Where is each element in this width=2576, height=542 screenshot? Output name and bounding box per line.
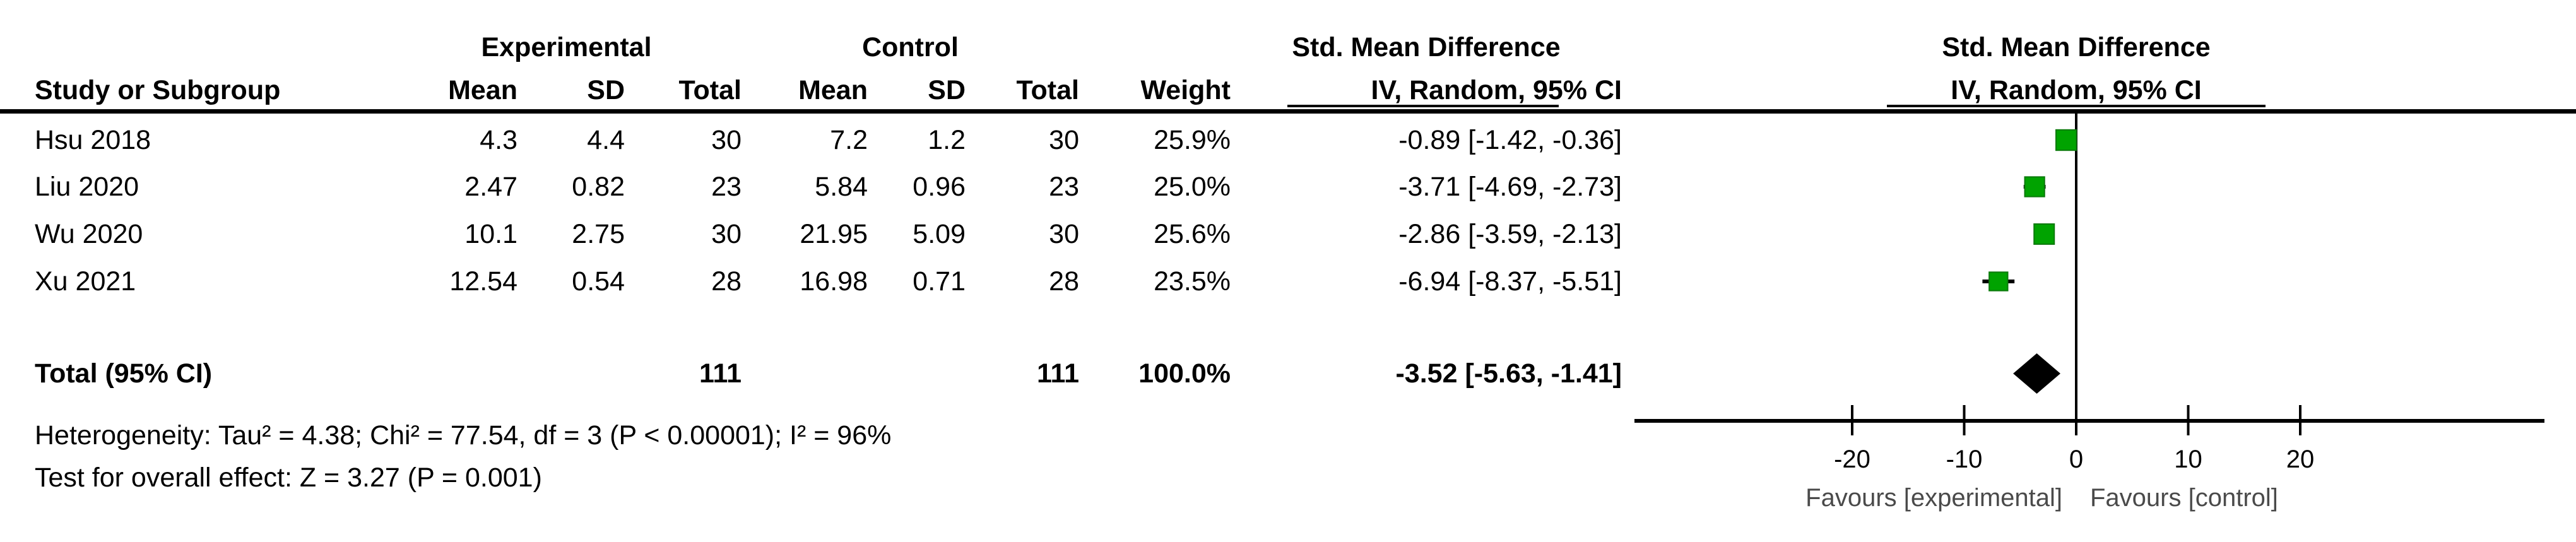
study-label: Hsu 2018 bbox=[35, 125, 151, 155]
ctrl-sd: 0.71 bbox=[913, 266, 966, 297]
smd-ci-value: -0.89 [-1.42, -0.36] bbox=[1398, 125, 1622, 155]
ctrl-mean: 5.84 bbox=[815, 172, 868, 202]
col-header-exp-sd: SD bbox=[587, 75, 625, 105]
group-header-control: Control bbox=[862, 32, 959, 62]
plot-ci-header-underline bbox=[1887, 105, 2266, 107]
ctrl-total: 30 bbox=[1049, 125, 1079, 155]
ctrl-sd: 5.09 bbox=[913, 219, 966, 249]
exp-sd: 0.82 bbox=[572, 172, 625, 202]
exp-mean: 10.1 bbox=[464, 219, 517, 249]
ctrl-mean: 7.2 bbox=[830, 125, 868, 155]
plot-ci-header: IV, Random, 95% CI bbox=[1951, 75, 2202, 105]
col-header-ctrl-total: Total bbox=[1016, 75, 1079, 105]
smd-ci-value: -3.71 [-4.69, -2.73] bbox=[1398, 172, 1622, 202]
exp-sd: 0.54 bbox=[572, 266, 625, 297]
ctrl-sd: 0.96 bbox=[913, 172, 966, 202]
study-square bbox=[2033, 223, 2055, 245]
study-square bbox=[2055, 129, 2077, 151]
total-weight: 100.0% bbox=[1138, 358, 1231, 389]
axis-tick-label: 0 bbox=[2069, 445, 2083, 473]
study-row: Wu 2020 10.1 2.75 30 21.95 5.09 30 25.6% -2.86 [… bbox=[0, 215, 1622, 254]
total-ctrl-total: 111 bbox=[1037, 358, 1079, 389]
axis-tick-label: 20 bbox=[2286, 445, 2315, 473]
group-header-experimental: Experimental bbox=[481, 32, 652, 62]
col-header-ctrl-sd: SD bbox=[928, 75, 966, 105]
column-header-row: Study or Subgroup Mean SD Total Mean SD … bbox=[0, 71, 1622, 110]
exp-sd: 2.75 bbox=[572, 219, 625, 249]
ctrl-total: 30 bbox=[1049, 219, 1079, 249]
favours-right-label: Favours [control] bbox=[2090, 484, 2278, 512]
exp-mean: 2.47 bbox=[464, 172, 517, 202]
weight-value: 25.0% bbox=[1154, 172, 1231, 202]
col-header-exp-total: Total bbox=[678, 75, 741, 105]
ctrl-total: 28 bbox=[1049, 266, 1079, 297]
exp-total: 30 bbox=[711, 125, 741, 155]
study-square bbox=[1988, 271, 2009, 292]
ctrl-sd: 1.2 bbox=[928, 125, 966, 155]
table-ci-header-underline bbox=[1287, 105, 1559, 107]
exp-mean: 12.54 bbox=[449, 266, 517, 297]
col-header-study: Study or Subgroup bbox=[35, 75, 281, 105]
total-exp-total: 111 bbox=[699, 358, 741, 389]
favours-left-label: Favours [experimental] bbox=[1805, 484, 2062, 512]
heterogeneity-note: Heterogeneity: Tau² = 4.38; Chi² = 77.54… bbox=[35, 420, 892, 451]
study-label: Liu 2020 bbox=[35, 172, 139, 202]
table-effect-header: Std. Mean Difference bbox=[1292, 32, 1561, 62]
ctrl-mean: 21.95 bbox=[800, 219, 868, 249]
weight-value: 23.5% bbox=[1154, 266, 1231, 297]
axis-tick-label: 10 bbox=[2174, 445, 2202, 473]
total-row: Total (95% CI) 111 111 100.0% -3.52 [-5.… bbox=[0, 354, 1622, 393]
exp-sd: 4.4 bbox=[587, 125, 625, 155]
study-label: Xu 2021 bbox=[35, 266, 136, 297]
ctrl-total: 23 bbox=[1049, 172, 1079, 202]
total-ci-value: -3.52 [-5.63, -1.41] bbox=[1395, 358, 1622, 389]
ctrl-mean: 16.98 bbox=[800, 266, 868, 297]
header-rule bbox=[0, 109, 2576, 114]
study-row: Hsu 2018 4.3 4.4 30 7.2 1.2 30 25.9% -0.89 [-1.4… bbox=[0, 121, 1622, 160]
exp-mean: 4.3 bbox=[480, 125, 517, 155]
smd-ci-value: -2.86 [-3.59, -2.13] bbox=[1398, 219, 1622, 249]
col-header-weight: Weight bbox=[1140, 75, 1231, 105]
axis-tick-label: -10 bbox=[1946, 445, 1983, 473]
study-row: Xu 2021 12.54 0.54 28 16.98 0.71 28 23.5% -6.94 … bbox=[0, 262, 1622, 301]
col-header-exp-mean: Mean bbox=[448, 75, 517, 105]
smd-ci-value: -6.94 [-8.37, -5.51] bbox=[1398, 266, 1622, 297]
weight-value: 25.6% bbox=[1154, 219, 1231, 249]
study-row: Liu 2020 2.47 0.82 23 5.84 0.96 23 25.0% -3.71 [… bbox=[0, 167, 1622, 206]
study-square bbox=[2024, 176, 2045, 197]
axis-tick-label: -20 bbox=[1834, 445, 1870, 473]
exp-total: 28 bbox=[711, 266, 741, 297]
exp-total: 23 bbox=[711, 172, 741, 202]
weight-value: 25.9% bbox=[1154, 125, 1231, 155]
plot-effect-header: Std. Mean Difference bbox=[1942, 32, 2211, 62]
total-diamond bbox=[2013, 353, 2060, 394]
col-header-ci: IV, Random, 95% CI bbox=[1371, 75, 1622, 105]
total-label: Total (95% CI) bbox=[35, 358, 213, 389]
col-header-ctrl-mean: Mean bbox=[798, 75, 868, 105]
overall-effect-note: Test for overall effect: Z = 3.27 (P = 0… bbox=[35, 462, 542, 493]
study-label: Wu 2020 bbox=[35, 219, 143, 249]
exp-total: 30 bbox=[711, 219, 741, 249]
